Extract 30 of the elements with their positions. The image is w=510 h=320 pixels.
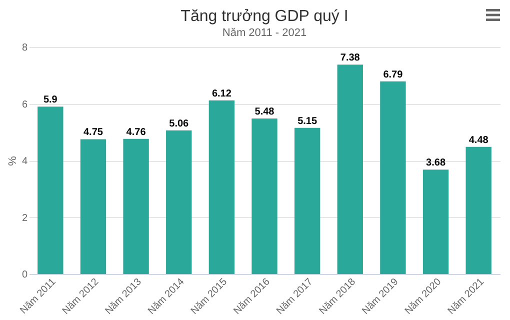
- data-label: 4.48: [468, 134, 489, 146]
- data-label: 3.68: [426, 158, 446, 169]
- chart-subtitle: Năm 2011 - 2021: [222, 27, 307, 39]
- data-label: 5.15: [298, 116, 318, 127]
- y-tick-label: 6: [22, 99, 28, 110]
- bar: [380, 81, 406, 274]
- data-label: 5.48: [254, 106, 275, 118]
- bar: [123, 138, 149, 274]
- bar: [422, 170, 449, 274]
- bar: [466, 146, 492, 274]
- bar: [294, 128, 320, 274]
- bar: [208, 100, 235, 274]
- y-axis-title: %: [6, 156, 19, 166]
- data-label: 4.76: [126, 126, 146, 138]
- data-label: 6.79: [383, 69, 404, 80]
- data-label: 5.9: [43, 94, 58, 106]
- data-label: 5.06: [169, 118, 190, 130]
- data-label: 4.75: [83, 127, 104, 138]
- data-label: 7.38: [340, 52, 360, 64]
- bar: [38, 106, 64, 274]
- bar: [80, 139, 106, 274]
- data-label: 6.12: [212, 88, 232, 100]
- bar: [166, 130, 192, 274]
- bar: [337, 64, 363, 274]
- y-tick-label: 4: [22, 156, 28, 167]
- bar: [252, 118, 278, 274]
- y-tick-label: 8: [22, 42, 28, 54]
- chart-title: Tăng trưởng GDP quý I: [180, 8, 348, 25]
- y-tick-label: 2: [22, 212, 28, 224]
- y-tick-label: 0: [22, 270, 28, 280]
